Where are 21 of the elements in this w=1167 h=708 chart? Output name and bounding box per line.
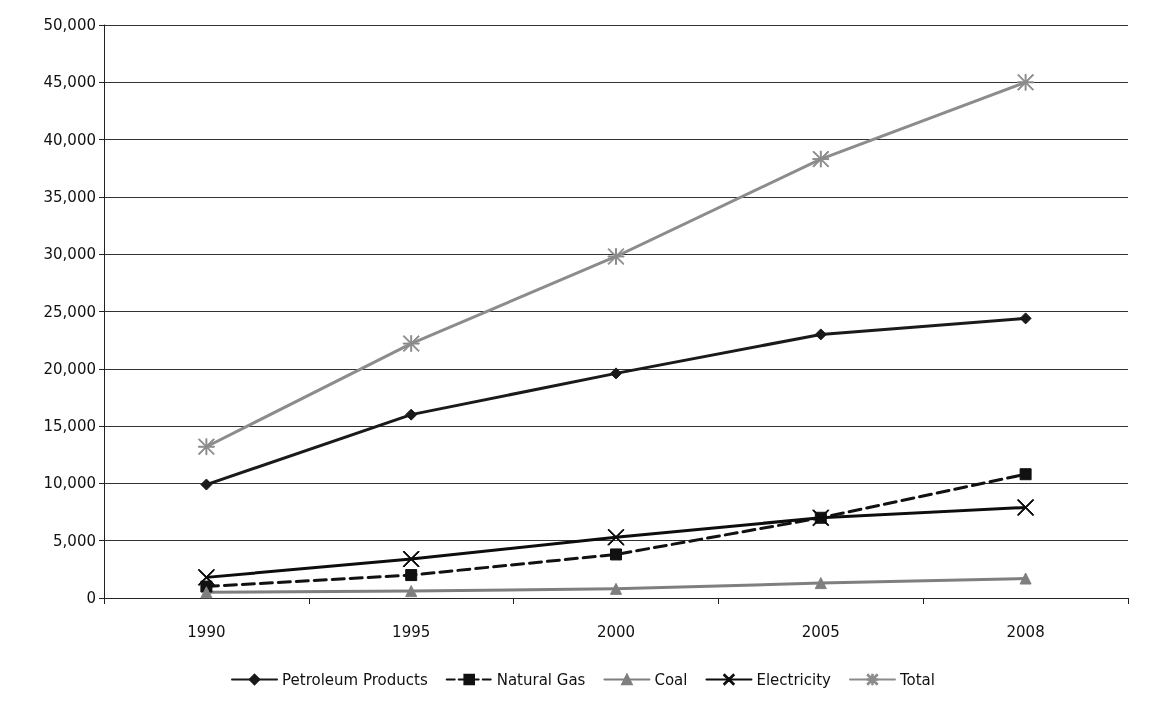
legend-label: Natural Gas [496,670,586,689]
y-tick-label: 0 [86,589,96,607]
legend-label: Petroleum Products [282,670,428,689]
x-tick-label: 1995 [392,622,431,641]
y-tick-label: 30,000 [43,245,96,264]
x-tick-label: 2008 [1006,622,1045,641]
y-tick-label: 5,000 [53,531,96,550]
x-tick-label: 1990 [187,622,226,641]
legend-label: Coal [654,670,688,689]
y-tick-label: 35,000 [43,187,96,206]
x-tick-label: 2000 [596,622,636,641]
y-tick-label: 15,000 [43,417,96,436]
legend-label: Total [898,670,935,689]
y-tick-label: 10,000 [43,474,96,493]
y-tick-label: 50,000 [43,16,96,34]
y-tick-label: 45,000 [43,73,96,92]
y-tick-label: 20,000 [43,359,96,378]
y-tick-label: 40,000 [43,130,96,149]
y-tick-label: 25,000 [43,302,96,321]
legend-label: Electricity [756,670,832,689]
x-tick-label: 2005 [801,622,840,641]
